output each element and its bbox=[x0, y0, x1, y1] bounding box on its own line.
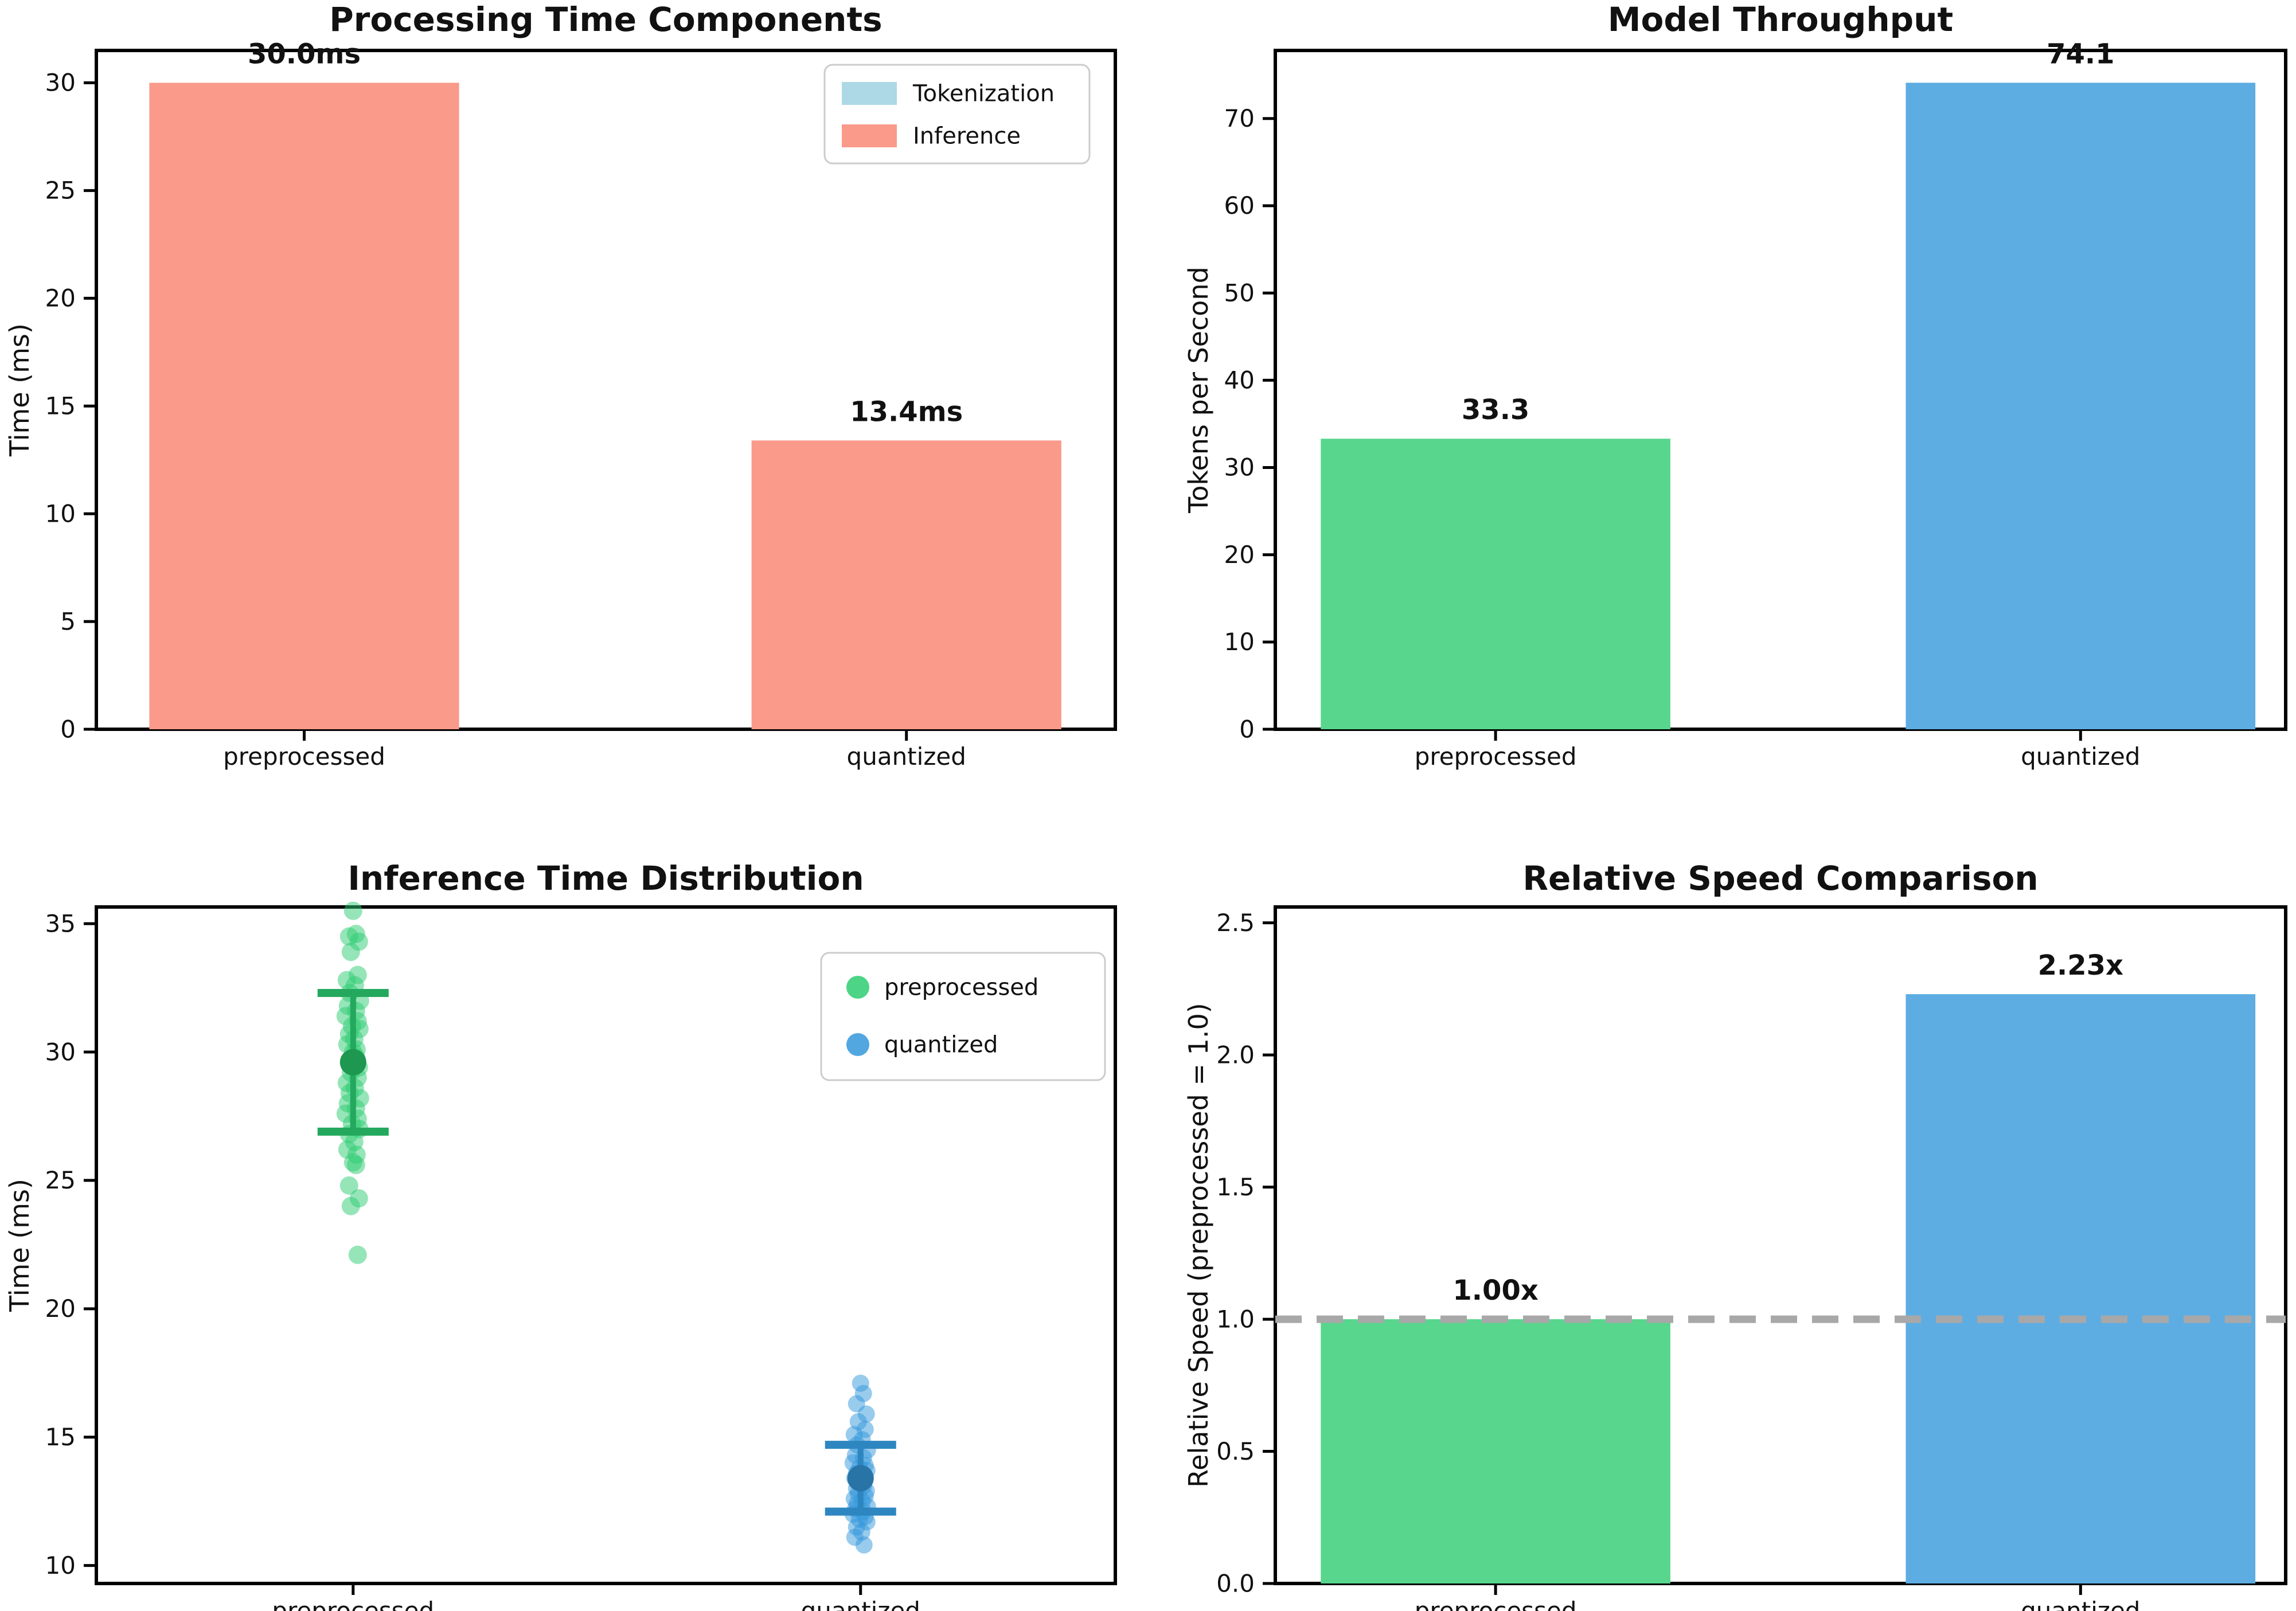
scatter-point-preprocessed bbox=[343, 901, 362, 920]
plot-spines bbox=[95, 49, 1117, 731]
legend-marker-quantized bbox=[846, 1033, 869, 1056]
mean-marker-preprocessed bbox=[339, 1049, 366, 1076]
y-tick-label: 25 bbox=[45, 1166, 76, 1194]
bar-preprocessed-Inference bbox=[149, 83, 459, 729]
x-tick-label: preprocessed bbox=[272, 1597, 434, 1611]
bar-value-label: 2.23x bbox=[2038, 949, 2123, 982]
plot-spines bbox=[1274, 905, 2287, 1585]
scatter-point-preprocessed bbox=[341, 1196, 360, 1215]
x-tick-label: preprocessed bbox=[223, 742, 385, 771]
bar-quantized-Inference bbox=[751, 440, 1061, 729]
x-tick-label: quantized bbox=[2021, 742, 2140, 771]
x-tick-label: preprocessed bbox=[1415, 742, 1577, 771]
legend-label: Inference bbox=[913, 123, 1021, 150]
y-tick-label: 10 bbox=[45, 1551, 76, 1579]
y-tick-label: 20 bbox=[45, 284, 76, 312]
bar-value-label: 1.00x bbox=[1452, 1274, 1538, 1307]
chart-title: Model Throughput bbox=[1608, 0, 1953, 39]
bar-value-label: 33.3 bbox=[1462, 394, 1529, 426]
y-tick-label: 5 bbox=[60, 607, 76, 635]
plot-spines bbox=[1274, 49, 2287, 731]
y-tick-label: 15 bbox=[45, 1423, 76, 1451]
chart-title: Relative Speed Comparison bbox=[1522, 859, 2038, 898]
mean-marker-quantized bbox=[847, 1465, 874, 1492]
plot-spines bbox=[95, 905, 1117, 1585]
y-tick-label: 35 bbox=[45, 909, 76, 937]
panel-relative-speed-comparison: Relative Speed Comparison 0.0 0.5 1.0 1.5 2.0… bbox=[1148, 806, 2296, 1611]
y-tick-label: 60 bbox=[1224, 191, 1255, 220]
y-axis-label: Time (ms) bbox=[4, 323, 35, 457]
bar-preprocessed bbox=[1321, 1319, 1670, 1583]
y-tick-label: 10 bbox=[45, 499, 76, 527]
bar-value-label: 13.4ms bbox=[850, 396, 963, 428]
y-tick-label: 1.0 bbox=[1216, 1305, 1255, 1333]
bar-quantized bbox=[1905, 83, 2256, 730]
y-axis-label: Relative Speed (preprocessed = 1.0) bbox=[1183, 1003, 1214, 1487]
y-tick-label: 30 bbox=[1224, 453, 1255, 482]
legend-box bbox=[820, 952, 1106, 1081]
panel-processing-time-components: Processing Time Components 0 5 10 15 20 25 30 Ti… bbox=[0, 0, 1148, 806]
y-tick-label: 0.5 bbox=[1216, 1437, 1255, 1465]
y-tick-label: 0 bbox=[1239, 715, 1255, 743]
y-tick-label: 70 bbox=[1224, 104, 1255, 132]
chart-processing-time-components: Processing Time Components 0 5 10 15 20 25 30 Ti… bbox=[4, 0, 1117, 771]
x-tick-label: quantized bbox=[801, 1597, 920, 1611]
legend-swatch-Tokenization bbox=[842, 82, 897, 105]
scatter-point-preprocessed bbox=[348, 1245, 367, 1264]
chart-model-throughput: Model Throughput 0 10 20 30 40 50 60 70 Tokens pe… bbox=[1183, 0, 2287, 771]
y-tick-label: 1.5 bbox=[1216, 1173, 1255, 1201]
panel-inference-time-distribution: Inference Time Distribution 10 15 20 25 30 35 T… bbox=[0, 806, 1148, 1611]
y-axis-label: Tokens per Second bbox=[1183, 267, 1214, 514]
legend-label: quantized bbox=[884, 1032, 998, 1058]
y-tick-label: 2.5 bbox=[1216, 909, 1255, 937]
scatter-point-preprocessed bbox=[346, 1156, 365, 1175]
chart-title: Inference Time Distribution bbox=[347, 859, 864, 898]
legend-swatch-Inference bbox=[842, 124, 897, 147]
y-axis-label: Time (ms) bbox=[4, 1179, 35, 1312]
y-tick-label: 10 bbox=[1224, 628, 1255, 656]
legend-label: preprocessed bbox=[884, 975, 1038, 1001]
y-tick-label: 30 bbox=[45, 69, 76, 97]
y-tick-label: 0.0 bbox=[1216, 1569, 1255, 1597]
scatter-point-preprocessed bbox=[339, 1176, 358, 1195]
legend-marker-preprocessed bbox=[846, 976, 869, 999]
y-tick-label: 15 bbox=[45, 392, 76, 420]
chart-title: Processing Time Components bbox=[329, 0, 882, 39]
scatter-point-quantized bbox=[855, 1536, 873, 1554]
y-tick-label: 20 bbox=[45, 1295, 76, 1323]
bar-quantized bbox=[1905, 994, 2256, 1583]
y-tick-label: 50 bbox=[1224, 279, 1255, 307]
bar-value-label: 74.1 bbox=[2047, 38, 2114, 70]
chart-inference-time-distribution: Inference Time Distribution 10 15 20 25 30 35 T… bbox=[4, 859, 1117, 1611]
y-tick-label: 0 bbox=[60, 715, 76, 743]
x-tick-label: quantized bbox=[847, 742, 966, 771]
y-tick-label: 2.0 bbox=[1216, 1041, 1255, 1069]
x-tick-label: preprocessed bbox=[1415, 1597, 1577, 1611]
y-tick-label: 20 bbox=[1224, 541, 1255, 569]
panel-model-throughput: Model Throughput 0 10 20 30 40 50 60 70 Tokens pe… bbox=[1148, 0, 2296, 806]
legend-label: Tokenization bbox=[912, 81, 1055, 107]
y-tick-label: 40 bbox=[1224, 366, 1255, 394]
x-tick-label: quantized bbox=[2021, 1597, 2140, 1611]
chart-relative-speed-comparison: Relative Speed Comparison 0.0 0.5 1.0 1.5 2.0… bbox=[1183, 859, 2287, 1611]
scatter-point-preprocessed bbox=[341, 943, 360, 961]
bar-preprocessed bbox=[1321, 439, 1670, 729]
y-tick-label: 25 bbox=[45, 177, 76, 205]
y-tick-label: 30 bbox=[45, 1038, 76, 1066]
bar-value-label: 30.0ms bbox=[248, 38, 361, 70]
